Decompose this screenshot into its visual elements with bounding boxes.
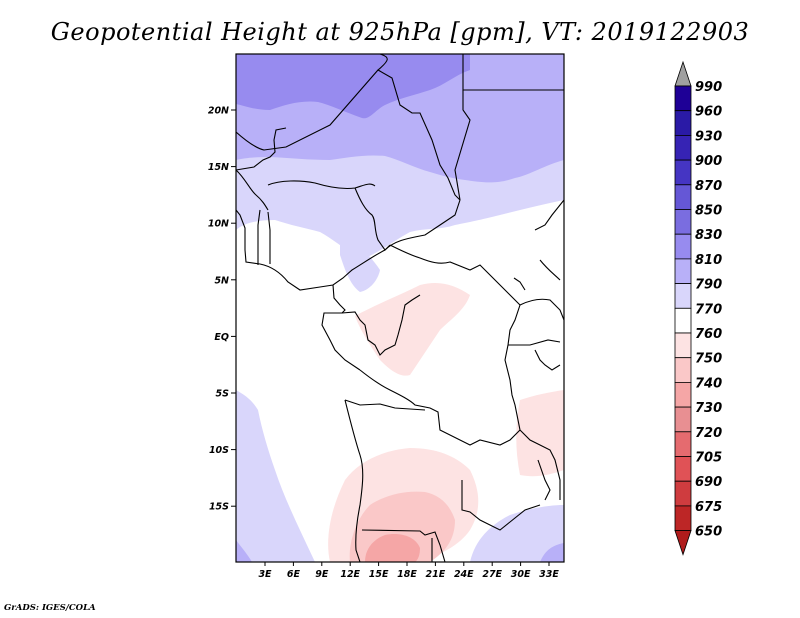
colorbar-level-label: 730 — [695, 401, 722, 416]
colorbar-level-label: 810 — [695, 253, 722, 268]
colorbar-level-label: 770 — [695, 302, 722, 317]
colorbar-level-label: 870 — [695, 179, 722, 194]
colorbar-level-label: 690 — [695, 475, 722, 490]
lat-tick-label: 20N — [208, 106, 229, 117]
lon-tick-label: 15E — [369, 569, 389, 580]
colorbar-swatch — [675, 284, 691, 309]
lat-tick-label: 10S — [209, 445, 229, 456]
colorbar-top-arrow — [675, 62, 691, 86]
colorbar-swatch — [675, 308, 691, 333]
lon-tick-label: 27E — [482, 569, 502, 580]
lat-tick-label: 15S — [209, 502, 229, 513]
lat-tick-label: 5N — [214, 275, 229, 286]
colorbar-level-label: 990 — [695, 80, 722, 95]
colorbar-swatch — [675, 135, 691, 160]
colorbar-level-label: 705 — [695, 451, 722, 466]
colorbar-swatch — [675, 358, 691, 383]
colorbar-level-label: 830 — [695, 228, 722, 243]
lat-tick-label: EQ — [214, 332, 229, 343]
colorbar-level-label: 760 — [695, 327, 722, 342]
colorbar-swatch — [675, 210, 691, 235]
lon-tick-label: 18E — [397, 569, 417, 580]
colorbar-bottom-arrow — [675, 531, 691, 555]
lon-tick-label: 24E — [454, 569, 474, 580]
colorbar-swatch — [675, 506, 691, 531]
lon-tick-label: 33E — [539, 569, 559, 580]
lon-tick-label: 3E — [258, 569, 272, 580]
colorbar-swatch — [675, 481, 691, 506]
colorbar-level-label: 750 — [695, 352, 722, 367]
colorbar-swatch — [675, 432, 691, 457]
lon-tick-label: 30E — [511, 569, 531, 580]
lat-tick-label: 5S — [216, 389, 230, 400]
lon-tick-label: 21E — [426, 569, 446, 580]
colorbar-swatch — [675, 333, 691, 358]
colorbar-level-label: 720 — [695, 426, 722, 441]
lon-tick-label: 6E — [287, 569, 301, 580]
lon-tick-label: 9E — [315, 569, 329, 580]
colorbar-level-label: 650 — [695, 525, 722, 540]
colorbar-level-label: 850 — [695, 204, 722, 219]
colorbar-swatch — [675, 407, 691, 432]
colorbar: 990 960 930 900 870 850 830 810 790 770 760 750 740 7… — [675, 62, 722, 555]
colorbar-swatch — [675, 382, 691, 407]
grads-credit: GrADS: IGES/COLA — [4, 603, 96, 613]
colorbar-swatch — [675, 457, 691, 482]
colorbar-swatch — [675, 234, 691, 259]
latitude-axis: 20N 15N 10N 5N EQ 5S 10S 15S — [208, 106, 236, 513]
longitude-axis: 3E 6E 9E 12E 15E 18E 21E 24E 27E 30E 33E — [258, 562, 559, 580]
colorbar-level-label: 675 — [695, 500, 722, 515]
colorbar-level-label: 930 — [695, 129, 722, 144]
lat-tick-label: 10N — [208, 219, 229, 230]
colorbar-level-label: 740 — [695, 376, 722, 391]
colorbar-level-label: 960 — [695, 105, 722, 120]
colorbar-swatch — [675, 160, 691, 185]
colorbar-level-label: 790 — [695, 278, 722, 293]
colorbar-swatch — [675, 111, 691, 136]
colorbar-swatch — [675, 86, 691, 111]
map-figure: 20N 15N 10N 5N EQ 5S 10S 15S 3E 6E 9E 12E 15E 18E 21E… — [0, 0, 800, 618]
colorbar-swatch — [675, 259, 691, 284]
colorbar-swatch — [675, 185, 691, 210]
height-field — [236, 54, 564, 562]
lon-tick-label: 12E — [340, 569, 360, 580]
colorbar-level-label: 900 — [695, 154, 722, 169]
lat-tick-label: 15N — [208, 162, 229, 173]
